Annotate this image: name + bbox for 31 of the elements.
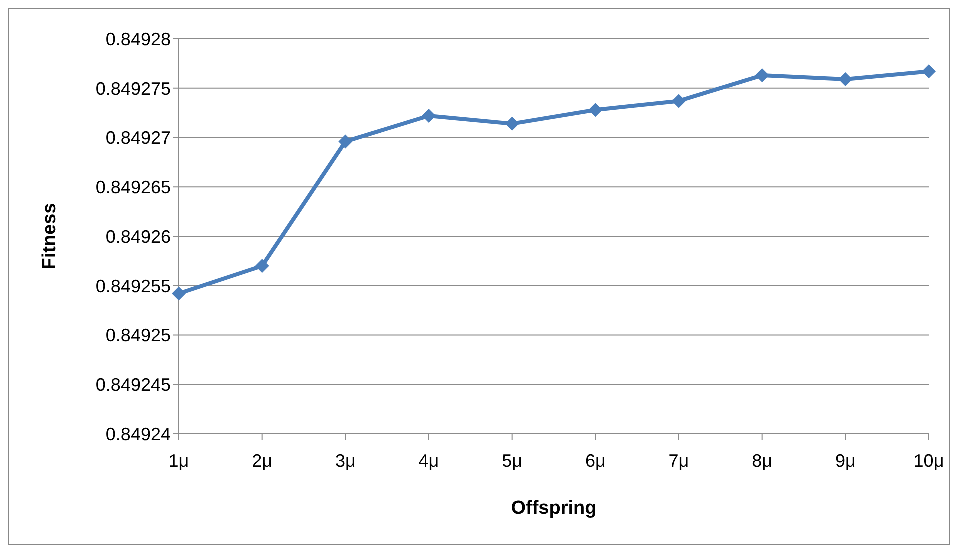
y-tick-label: 0.84924 <box>106 424 171 444</box>
x-tick-label: 1μ <box>168 450 190 471</box>
y-tick-label: 0.84926 <box>106 226 171 247</box>
x-tick-label: 4μ <box>418 450 440 471</box>
point <box>505 116 520 131</box>
x-tick-label: 7μ <box>668 450 690 471</box>
y-tick-label: 0.849245 <box>96 375 171 396</box>
point <box>422 109 436 124</box>
y-tick-label: 0.849255 <box>96 276 171 296</box>
point <box>838 72 853 86</box>
y-tick-label: 0.84925 <box>106 326 171 346</box>
x-tick-label: 6μ <box>585 450 606 471</box>
point <box>172 286 186 301</box>
point <box>672 94 686 108</box>
y-tick-label: 0.849275 <box>96 78 171 99</box>
point <box>588 103 603 118</box>
point <box>338 134 353 149</box>
x-axis-title: Offspring <box>511 498 597 519</box>
x-tick-label: 8μ <box>752 450 773 471</box>
point <box>922 64 936 79</box>
y-axis-title: Fitness <box>40 203 61 270</box>
x-tick-label: 5μ <box>502 450 523 471</box>
point <box>255 259 270 274</box>
y-tick-label: 0.84927 <box>106 128 171 148</box>
y-tick-label: 0.84928 <box>106 29 171 50</box>
y-tick-label: 0.849265 <box>96 178 171 198</box>
x-tick-label: 3μ <box>335 450 356 471</box>
x-tick-label: 2μ <box>252 450 273 471</box>
x-tick-label: 10μ <box>914 450 944 471</box>
point <box>755 68 770 83</box>
x-tick-label: 9μ <box>835 450 856 471</box>
